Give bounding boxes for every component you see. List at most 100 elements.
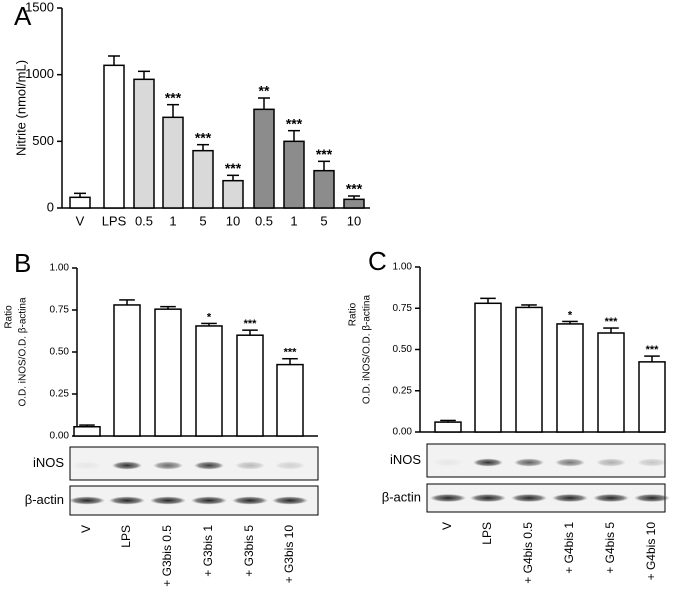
y-tick-label: 0.00 xyxy=(50,431,70,442)
band xyxy=(69,496,105,505)
significance-label: *** xyxy=(346,181,363,197)
band xyxy=(555,458,585,467)
bar xyxy=(113,304,141,437)
band xyxy=(72,461,102,470)
band xyxy=(109,496,145,505)
y-tick-label: 0.50 xyxy=(393,344,413,355)
band xyxy=(153,461,183,470)
bar xyxy=(154,308,182,437)
y-tick-label: 1000 xyxy=(25,66,54,81)
significance-label: *** xyxy=(316,146,333,162)
blot-label: iNOS xyxy=(33,455,64,470)
x-tick-label: 10 xyxy=(226,213,240,228)
x-tick-label: + G3bis 5 xyxy=(242,525,256,577)
blot-label: β-actin xyxy=(25,492,64,507)
band xyxy=(272,496,308,505)
bar xyxy=(103,64,125,209)
band xyxy=(511,494,547,502)
y-tick-label: 0.75 xyxy=(393,303,413,314)
bar xyxy=(192,149,214,209)
significance-label: *** xyxy=(605,316,619,328)
significance-label: * xyxy=(207,311,212,323)
bar xyxy=(73,426,101,437)
x-tick-label: V xyxy=(79,525,93,533)
significance-label: *** xyxy=(286,115,303,131)
blot-inos xyxy=(426,443,666,478)
x-tick-label: + G3bis 0.5 xyxy=(160,525,174,587)
band xyxy=(235,461,265,470)
bar xyxy=(556,323,584,433)
y-axis-label: Ratio xyxy=(348,302,359,326)
bar xyxy=(597,332,625,433)
x-tick-label: 1 xyxy=(290,213,297,228)
blot-label: β-actin xyxy=(382,489,421,504)
bar xyxy=(276,363,304,437)
y-tick-label: 0.25 xyxy=(393,385,413,396)
bar xyxy=(133,78,155,209)
y-axis-label: O.D. iNOS/O.D. β-actina xyxy=(362,295,373,405)
bar xyxy=(313,169,335,209)
y-tick-label: 0.75 xyxy=(50,305,70,316)
bar xyxy=(236,334,264,437)
x-tick-label: V xyxy=(440,522,454,530)
band xyxy=(473,458,503,467)
bar xyxy=(162,116,184,209)
blot-label: iNOS xyxy=(390,452,421,467)
x-tick-label: 5 xyxy=(320,213,327,228)
bar xyxy=(474,302,502,433)
x-tick-label: 5 xyxy=(199,213,206,228)
y-axis-label: Ratio xyxy=(4,305,15,329)
band xyxy=(112,461,142,470)
significance-label: ** xyxy=(259,83,270,99)
x-tick-label: + G4bis 5 xyxy=(603,522,617,574)
bar xyxy=(69,196,91,209)
significance-label: *** xyxy=(244,318,258,330)
y-tick-label: 1.00 xyxy=(50,263,70,274)
y-tick-label: 0 xyxy=(47,199,54,214)
band xyxy=(433,458,463,467)
y-axis-label: O.D. iNOS/O.D. β-actina xyxy=(18,297,29,407)
significance-label: *** xyxy=(165,89,182,105)
panel-label: A xyxy=(14,1,32,31)
bar xyxy=(283,140,305,209)
band xyxy=(514,458,544,467)
band xyxy=(470,494,506,502)
band xyxy=(275,461,305,470)
band xyxy=(596,458,626,467)
x-tick-label: LPS xyxy=(119,525,133,548)
bar xyxy=(434,421,462,433)
y-tick-label: 0.50 xyxy=(50,347,70,358)
panel-label: B xyxy=(14,248,31,278)
band xyxy=(637,458,667,467)
y-tick-label: 500 xyxy=(32,133,54,148)
y-axis-label: Nitrite (nmol/mL) xyxy=(13,60,28,156)
x-tick-label: 10 xyxy=(347,213,361,228)
bar xyxy=(222,179,244,209)
y-tick-label: 1.00 xyxy=(393,262,413,273)
x-tick-label: LPS xyxy=(480,522,494,545)
x-tick-label: 0.5 xyxy=(135,213,153,228)
bar xyxy=(343,198,365,209)
panel-label: C xyxy=(368,246,387,276)
bar xyxy=(195,325,223,437)
y-tick-label: 0.00 xyxy=(393,427,413,438)
bar xyxy=(253,108,275,209)
y-tick-label: 1500 xyxy=(25,0,54,14)
band xyxy=(430,494,466,502)
band xyxy=(194,461,224,470)
x-tick-label: 0.5 xyxy=(255,213,273,228)
x-tick-label: 1 xyxy=(169,213,176,228)
significance-label: *** xyxy=(225,160,242,176)
bar xyxy=(638,361,666,433)
x-tick-label: + G4bis 0.5 xyxy=(521,522,535,584)
y-tick-label: 0.25 xyxy=(50,389,70,400)
significance-label: *** xyxy=(284,347,298,359)
x-tick-label: V xyxy=(76,213,85,228)
significance-label: *** xyxy=(646,344,660,356)
x-tick-label: LPS xyxy=(102,213,127,228)
x-tick-label: + G4bis 1 xyxy=(562,522,576,574)
blot-inos xyxy=(69,446,319,481)
band xyxy=(552,494,588,502)
x-tick-label: + G4bis 10 xyxy=(644,522,658,581)
bar xyxy=(515,306,543,433)
